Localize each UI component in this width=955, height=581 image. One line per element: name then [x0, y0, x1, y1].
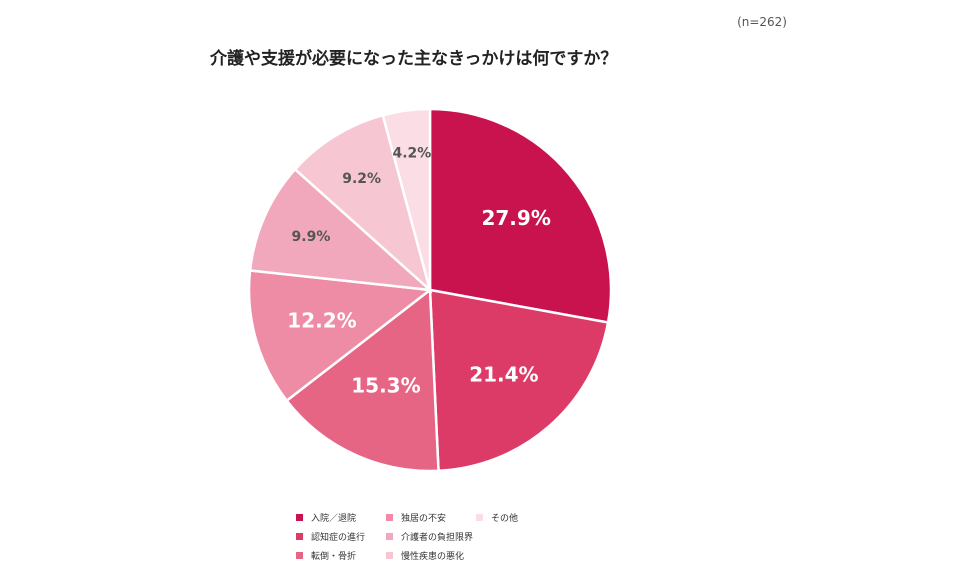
slice-label-6: 9.2% — [342, 171, 381, 187]
legend-label: 入院／退院 — [311, 514, 357, 524]
legend-swatch — [476, 514, 483, 521]
legend-item-1: 入院／退院 — [296, 511, 386, 524]
legend-swatch — [386, 514, 393, 521]
legend-item-5: 介護者の負担限界 — [386, 530, 476, 543]
pie-slice-7 — [381, 107, 432, 291]
legend-swatch — [386, 533, 393, 540]
legend-label: その他 — [491, 514, 519, 524]
sample-size-note: (n=262) — [737, 15, 787, 29]
legend-item-4: 独居の不安 — [386, 511, 476, 524]
legend: 入院／退院 独居の不安 その他認知症の進行 介護者の負担限界転倒・骨折 慢性疾患の悪化 — [296, 511, 586, 562]
chart-title: 介護や支援が必要になった主なきっかけは何ですか？ — [210, 49, 618, 69]
pie-slice-2 — [428, 288, 610, 473]
slice-label-3: 15.3% — [351, 373, 420, 397]
legend-swatch — [296, 514, 303, 521]
legend-label: 独居の不安 — [401, 514, 447, 524]
pie-slice-4 — [247, 269, 434, 403]
legend-label: 介護者の負担限界 — [401, 533, 474, 543]
legend-item-2: 認知症の進行 — [296, 530, 386, 543]
legend-item-6: 慢性疾患の悪化 — [386, 549, 476, 562]
legend-swatch — [386, 552, 393, 559]
slice-label-7: 4.2% — [393, 146, 432, 162]
pie-slice-3 — [284, 287, 440, 473]
legend-item-7: その他 — [476, 511, 586, 524]
pie-slice-1 — [428, 107, 613, 324]
legend-swatch — [296, 552, 303, 559]
pie-slice-6 — [293, 113, 433, 294]
legend-label: 転倒・骨折 — [311, 552, 357, 562]
legend-label: 認知症の進行 — [311, 533, 366, 543]
legend-item-3: 転倒・骨折 — [296, 549, 386, 562]
slice-label-1: 27.9% — [481, 206, 550, 230]
slice-label-4: 12.2% — [287, 308, 356, 332]
pie-slice-5 — [248, 167, 434, 292]
legend-swatch — [296, 533, 303, 540]
slice-label-5: 9.9% — [292, 229, 331, 245]
legend-label: 慢性疾患の悪化 — [401, 552, 465, 562]
slice-label-2: 21.4% — [469, 362, 538, 386]
